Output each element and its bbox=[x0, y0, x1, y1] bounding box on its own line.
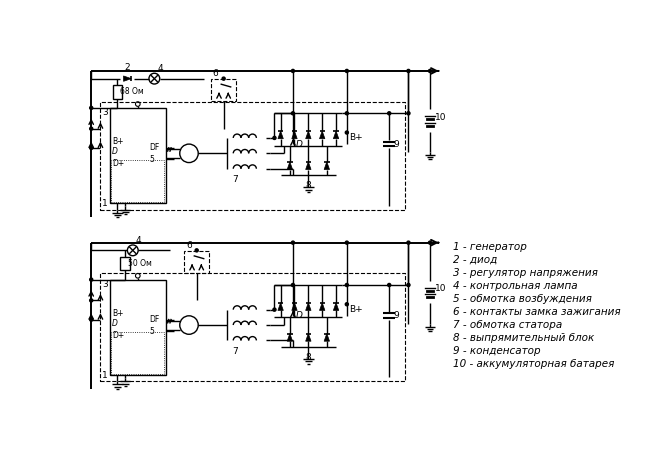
Circle shape bbox=[407, 241, 410, 244]
Circle shape bbox=[273, 136, 276, 140]
Text: 8: 8 bbox=[305, 181, 311, 190]
Polygon shape bbox=[278, 131, 283, 139]
Circle shape bbox=[89, 278, 93, 281]
Text: B+: B+ bbox=[349, 305, 363, 314]
Text: 50 Ом: 50 Ом bbox=[128, 259, 152, 268]
Text: B+: B+ bbox=[112, 309, 123, 318]
Text: 3: 3 bbox=[103, 108, 108, 117]
Circle shape bbox=[346, 131, 348, 134]
Circle shape bbox=[388, 112, 391, 115]
Circle shape bbox=[89, 127, 93, 130]
Circle shape bbox=[273, 308, 276, 311]
Text: 1: 1 bbox=[102, 199, 108, 208]
Polygon shape bbox=[334, 131, 339, 139]
Text: D: D bbox=[295, 140, 302, 148]
Text: DF: DF bbox=[149, 315, 159, 324]
Text: 2: 2 bbox=[125, 63, 130, 72]
Circle shape bbox=[291, 241, 295, 244]
Text: 68 Ом: 68 Ом bbox=[121, 87, 144, 96]
Polygon shape bbox=[324, 162, 329, 170]
Text: 9 - конденсатор: 9 - конденсатор bbox=[453, 346, 541, 356]
Text: D: D bbox=[112, 147, 118, 156]
Text: 6 - контакты замка зажигания: 6 - контакты замка зажигания bbox=[453, 307, 621, 317]
Bar bbox=[109, 279, 166, 375]
Circle shape bbox=[346, 303, 348, 306]
Text: 6: 6 bbox=[213, 69, 219, 78]
Circle shape bbox=[428, 241, 432, 244]
Bar bbox=[109, 108, 166, 203]
Text: 5: 5 bbox=[149, 327, 154, 336]
Text: 10: 10 bbox=[435, 284, 446, 293]
Text: 4 - контрольная лампа: 4 - контрольная лампа bbox=[453, 281, 578, 291]
Text: 8 - выпрямительный блок: 8 - выпрямительный блок bbox=[453, 333, 594, 343]
Text: 4: 4 bbox=[135, 236, 141, 245]
Polygon shape bbox=[291, 131, 297, 139]
Polygon shape bbox=[123, 76, 131, 81]
Circle shape bbox=[346, 112, 348, 115]
Polygon shape bbox=[287, 333, 293, 341]
Bar bbox=[101, 274, 405, 381]
Circle shape bbox=[291, 284, 295, 287]
Text: D: D bbox=[112, 319, 118, 328]
Text: 9: 9 bbox=[393, 311, 399, 320]
Circle shape bbox=[89, 106, 93, 109]
Circle shape bbox=[291, 69, 295, 72]
Bar bbox=[184, 251, 209, 273]
Text: 2 - диод: 2 - диод bbox=[453, 255, 498, 265]
Polygon shape bbox=[319, 131, 325, 139]
Circle shape bbox=[407, 69, 410, 72]
Text: 5: 5 bbox=[149, 155, 154, 164]
Text: 5 - обмотка возбуждения: 5 - обмотка возбуждения bbox=[453, 294, 592, 304]
Bar bbox=[113, 85, 122, 99]
Circle shape bbox=[346, 284, 348, 287]
Polygon shape bbox=[278, 303, 283, 310]
Text: 7: 7 bbox=[232, 346, 238, 356]
Circle shape bbox=[346, 241, 348, 244]
Text: 3 - регулятор напряжения: 3 - регулятор напряжения bbox=[453, 268, 598, 278]
Polygon shape bbox=[305, 162, 311, 170]
Circle shape bbox=[195, 249, 198, 252]
Text: 10: 10 bbox=[435, 112, 446, 122]
Circle shape bbox=[407, 112, 410, 115]
Text: 8: 8 bbox=[305, 353, 311, 362]
Bar bbox=[111, 332, 164, 374]
Polygon shape bbox=[305, 131, 311, 139]
Polygon shape bbox=[305, 303, 311, 310]
Polygon shape bbox=[287, 162, 293, 170]
Text: 7 - обмотка статора: 7 - обмотка статора bbox=[453, 320, 562, 330]
Text: B+: B+ bbox=[112, 137, 123, 146]
Text: 3: 3 bbox=[103, 279, 108, 288]
Circle shape bbox=[407, 284, 410, 287]
Bar bbox=[211, 79, 236, 101]
Polygon shape bbox=[319, 303, 325, 310]
Circle shape bbox=[388, 284, 391, 287]
Circle shape bbox=[428, 69, 432, 72]
Circle shape bbox=[89, 318, 93, 321]
Polygon shape bbox=[334, 303, 339, 310]
Text: D+: D+ bbox=[112, 159, 124, 168]
Text: D: D bbox=[295, 311, 302, 320]
Bar bbox=[101, 102, 405, 210]
Polygon shape bbox=[291, 303, 297, 310]
Circle shape bbox=[222, 77, 225, 80]
Text: D+: D+ bbox=[112, 331, 124, 340]
Text: 10 - аккумуляторная батарея: 10 - аккумуляторная батарея bbox=[453, 359, 614, 369]
Bar bbox=[111, 160, 164, 202]
Text: 6: 6 bbox=[186, 241, 191, 250]
Text: 1 - генератор: 1 - генератор bbox=[453, 242, 527, 252]
Text: B+: B+ bbox=[349, 134, 363, 143]
Circle shape bbox=[291, 112, 295, 115]
Bar bbox=[121, 256, 129, 270]
Text: 1: 1 bbox=[102, 371, 108, 380]
Circle shape bbox=[89, 299, 93, 302]
Text: 9: 9 bbox=[393, 140, 399, 148]
Polygon shape bbox=[305, 333, 311, 341]
Polygon shape bbox=[324, 333, 329, 341]
Text: DF: DF bbox=[149, 144, 159, 153]
Circle shape bbox=[89, 146, 93, 149]
Text: 7: 7 bbox=[232, 175, 238, 184]
Text: 4: 4 bbox=[157, 64, 163, 73]
Circle shape bbox=[346, 69, 348, 72]
